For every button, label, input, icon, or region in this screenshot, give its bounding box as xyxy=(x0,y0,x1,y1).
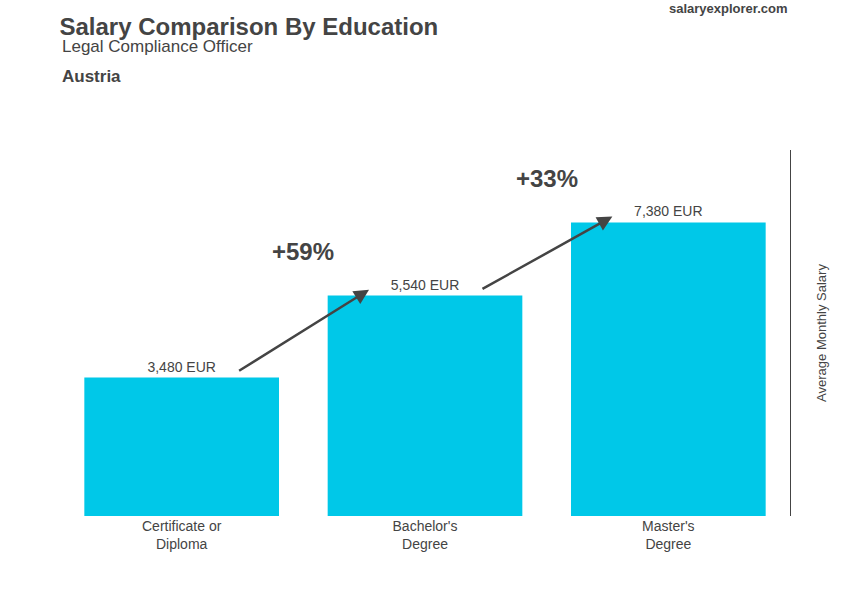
svg-text:+59%: +59% xyxy=(272,238,334,265)
svg-text:Bachelor'sDegree: Bachelor'sDegree xyxy=(393,518,458,552)
svg-text:Legal Compliance Officer: Legal Compliance Officer xyxy=(62,37,253,56)
svg-text:7,380 EUR: 7,380 EUR xyxy=(634,203,702,219)
svg-text:Austria: Austria xyxy=(62,67,121,86)
svg-text:3,480 EUR: 3,480 EUR xyxy=(147,359,215,375)
svg-text:5,540 EUR: 5,540 EUR xyxy=(391,277,459,293)
svg-text:Certificate orDiploma: Certificate orDiploma xyxy=(142,518,222,552)
svg-text:salaryexplorer.com: salaryexplorer.com xyxy=(669,1,788,16)
svg-text:+33%: +33% xyxy=(516,165,578,192)
svg-text:Master'sDegree: Master'sDegree xyxy=(642,518,694,552)
svg-text:Salary Comparison By Education: Salary Comparison By Education xyxy=(60,13,439,40)
svg-text:Average Monthly Salary: Average Monthly Salary xyxy=(814,264,829,402)
